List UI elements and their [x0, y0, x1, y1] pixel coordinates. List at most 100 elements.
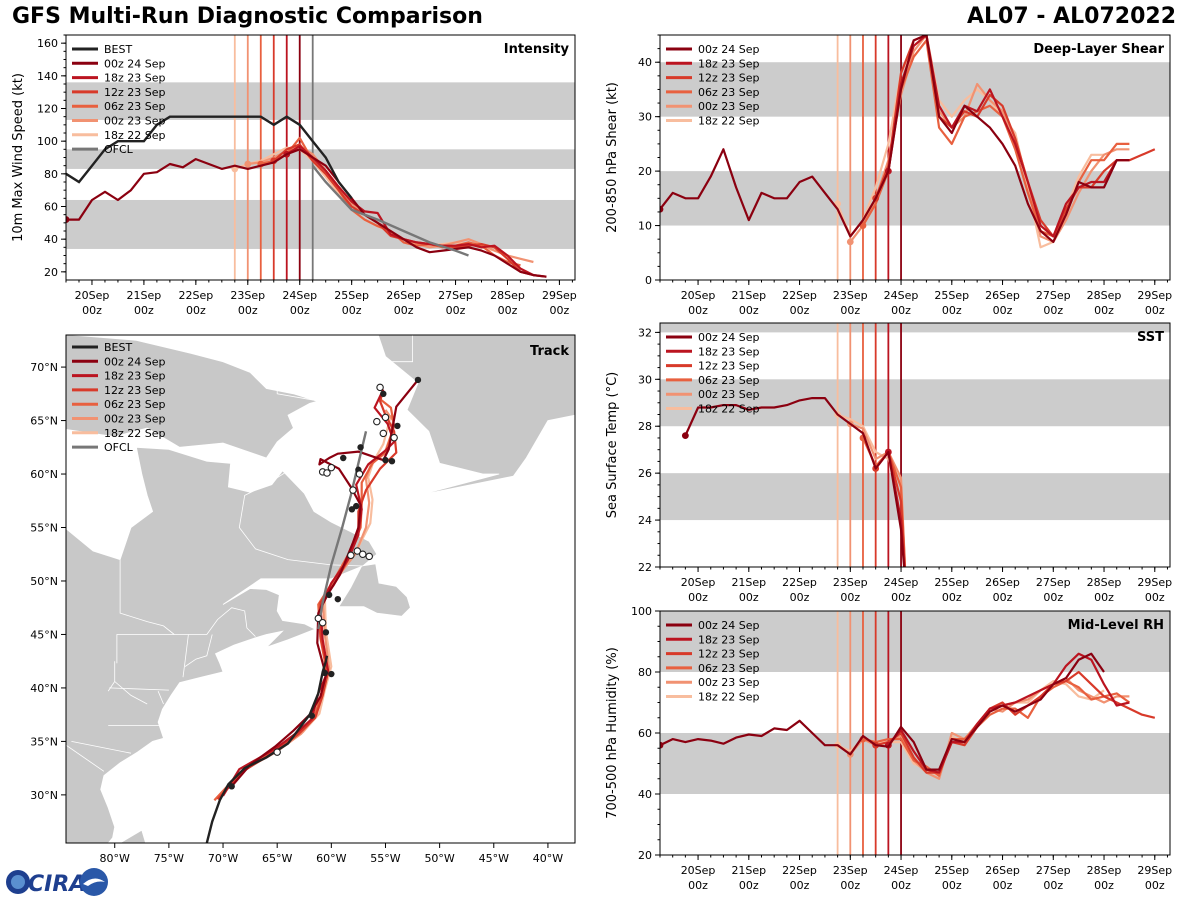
x-tick-sublabel: 00z: [394, 304, 414, 317]
track-position-marker-open: [318, 618, 327, 627]
shaded-band: [660, 171, 1170, 226]
panel-rh: 20 40 60 80 100 20Sep 00z 21Sep 00z 22Sep 00z 23Sep…: [605, 605, 1172, 892]
legend-label: 06z 23 Sep: [698, 662, 760, 675]
legend-label: 18z 23 Sep: [698, 345, 760, 358]
y-tick-label: 0: [645, 274, 652, 287]
land-north-america: [66, 446, 378, 843]
series-init-point: [244, 160, 252, 168]
legend-label: 06z 23 Sep: [698, 86, 760, 99]
legend-label: 00z 23 Sep: [698, 100, 760, 113]
x-tick-sublabel: 00z: [1043, 591, 1063, 604]
track-position-marker: [322, 629, 330, 636]
x-tick-label: 29Sep: [1137, 576, 1172, 589]
track-position-marker: [334, 595, 342, 603]
x-tick-sublabel: 00z: [993, 304, 1013, 317]
plot-area: [660, 611, 1170, 855]
x-tick-label: 24Sep: [884, 289, 919, 302]
series-line: [862, 679, 1131, 777]
shaded-band: [66, 199, 575, 249]
axes-frame: [659, 322, 1171, 568]
storm-id-title: AL07 - AL072022: [967, 4, 1176, 29]
track-position-marker-open: [349, 486, 357, 494]
track-position-marker: [388, 457, 396, 465]
lat-tick-label: 30°N: [30, 789, 58, 802]
x-tick-sublabel: 00z: [446, 304, 466, 317]
track-position-marker: [380, 390, 387, 398]
y-tick-label: 100: [631, 605, 652, 618]
lon-tick-label: 80°W: [100, 852, 130, 865]
x-tick-sublabel: 00z: [739, 879, 759, 892]
x-tick-label: 22Sep: [178, 289, 213, 302]
series-line: [286, 145, 547, 278]
lon-tick-label: 45°W: [479, 852, 509, 865]
track-position-marker-open: [376, 383, 384, 392]
legend-label: 12z 23 Sep: [698, 648, 760, 661]
track-position-marker: [414, 376, 422, 384]
logo-seal-bird: [83, 878, 105, 886]
x-tick-label: 22Sep: [782, 576, 817, 589]
x-tick-label: 29Sep: [1137, 289, 1172, 302]
shaded-band: [660, 323, 1170, 333]
lat-tick-label: 55°N: [30, 522, 58, 535]
x-tick-sublabel: 00z: [186, 304, 206, 317]
legend-label: 18z 22 Sep: [104, 427, 166, 440]
ofcl-track-line: [317, 431, 368, 630]
x-tick-sublabel: 00z: [840, 591, 860, 604]
x-tick-sublabel: 00z: [891, 591, 911, 604]
panel-title: Track: [530, 344, 569, 359]
y-tick-label: 26: [638, 467, 652, 480]
lon-tick-label: 75°W: [154, 852, 184, 865]
axes-frame: [65, 334, 576, 844]
x-tick-sublabel: 00z: [238, 304, 258, 317]
plot-area: [66, 35, 575, 280]
track-position-marker: [325, 591, 333, 599]
legend-label: 00z 23 Sep: [698, 676, 760, 689]
lat-tick-label: 35°N: [30, 735, 58, 748]
x-tick-sublabel: 00z: [688, 304, 708, 317]
y-tick-label: 24: [638, 514, 652, 527]
x-tick-label: 21Sep: [127, 289, 162, 302]
x-tick-sublabel: 00z: [1145, 304, 1165, 317]
y-axis-label: 700-500 hPa Humidity (%): [605, 647, 620, 819]
y-tick-label: 32: [638, 326, 652, 339]
y-tick-label: 140: [37, 70, 58, 83]
series-line: [66, 148, 547, 278]
track-position-marker-open: [347, 551, 355, 560]
series-line: [684, 397, 906, 567]
track-position-marker-open: [273, 748, 281, 756]
y-tick-label: 20: [44, 266, 58, 279]
state-border: [66, 744, 105, 772]
x-tick-sublabel: 00z: [134, 304, 154, 317]
y-tick-label: 30: [638, 111, 652, 124]
x-tick-label: 24Sep: [884, 864, 919, 877]
legend-label: OFCL: [104, 441, 134, 454]
x-tick-label: 20Sep: [681, 576, 716, 589]
lon-tick-label: 40°W: [533, 852, 563, 865]
track-position-marker: [340, 454, 347, 462]
state-border: [157, 690, 164, 705]
legend-label: 00z 24 Sep: [698, 331, 760, 344]
x-tick-sublabel: 00z: [1043, 879, 1063, 892]
x-tick-label: 21Sep: [731, 576, 766, 589]
lat-tick-label: 60°N: [30, 468, 58, 481]
x-tick-sublabel: 00z: [993, 879, 1013, 892]
x-tick-label: 28Sep: [1087, 576, 1122, 589]
legend-label: 12z 23 Sep: [104, 86, 166, 99]
y-axis-label: 10m Max Wind Speed (kt): [11, 73, 26, 242]
y-tick-label: 10: [638, 220, 652, 233]
track-position-marker: [321, 669, 329, 677]
territory-border: [276, 335, 414, 402]
x-tick-label: 21Sep: [731, 289, 766, 302]
x-tick-label: 21Sep: [731, 864, 766, 877]
x-tick-label: 20Sep: [681, 289, 716, 302]
shaded-band: [660, 379, 1170, 427]
track-position-marker: [308, 712, 316, 719]
y-tick-label: 20: [638, 165, 652, 178]
panel-title: Deep-Layer Shear: [1033, 42, 1164, 57]
legend-label: 18z 23 Sep: [698, 633, 760, 646]
y-tick-label: 22: [638, 561, 652, 574]
shaded-band: [660, 473, 1170, 521]
state-border: [119, 559, 175, 635]
